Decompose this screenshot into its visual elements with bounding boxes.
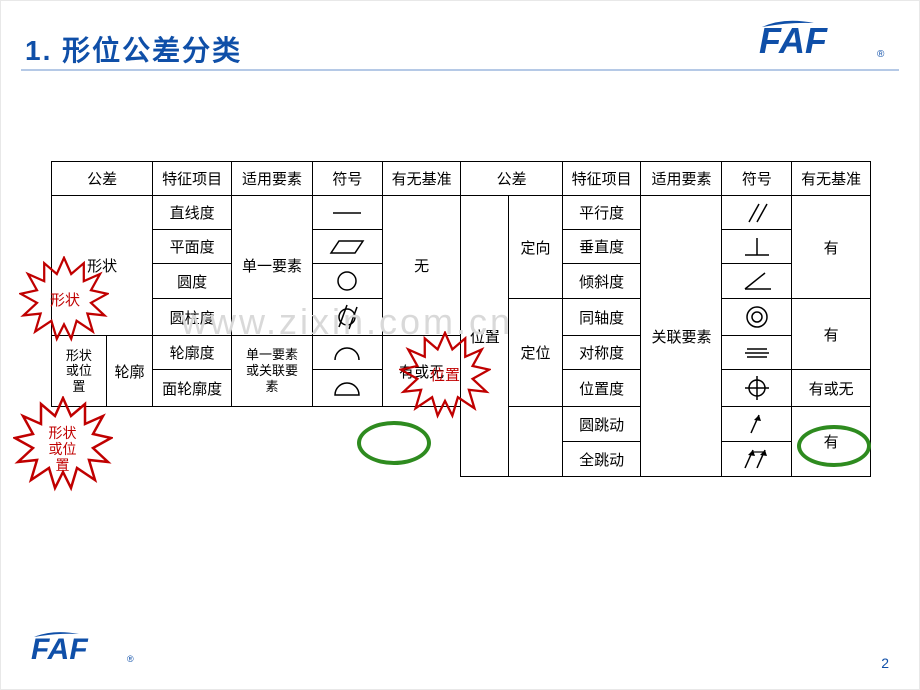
hdr-tolerance-l: 公差 bbox=[52, 162, 153, 196]
cell-datum-with-or-without-r: 有或无 bbox=[792, 370, 871, 407]
cell-symmetry: 对称度 bbox=[562, 336, 641, 370]
sym-roundness bbox=[312, 264, 382, 299]
slide-container: 1. 形位公差分类 FAF ® www.zixin.com.cn 公差 特征项目… bbox=[0, 0, 920, 690]
cell-profile-surface: 面轮廓度 bbox=[153, 370, 232, 407]
cell-datum-yes3: 有 bbox=[792, 407, 871, 477]
burst-shape-text: 形状 bbox=[47, 293, 83, 310]
hdr-symbol-r: 符号 bbox=[722, 162, 792, 196]
cell-position-deg: 位置度 bbox=[562, 370, 641, 407]
sym-circular-runout bbox=[722, 407, 792, 442]
cell-roundness: 圆度 bbox=[153, 264, 232, 299]
cell-location: 定位 bbox=[509, 299, 562, 407]
hdr-datum-r: 有无基准 bbox=[792, 162, 871, 196]
cell-flatness: 平面度 bbox=[153, 230, 232, 264]
hdr-feature-r: 特征项目 bbox=[562, 162, 641, 196]
cell-related-element: 关联要素 bbox=[641, 196, 722, 477]
cell-straightness: 直线度 bbox=[153, 196, 232, 230]
cell-datum-no: 无 bbox=[382, 196, 461, 336]
cell-parallelism: 平行度 bbox=[562, 196, 641, 230]
cell-perpendicularity: 垂直度 bbox=[562, 230, 641, 264]
cell-datum-yes2: 有 bbox=[792, 299, 871, 370]
hdr-feature-l: 特征项目 bbox=[153, 162, 232, 196]
cell-single-element: 单一要素 bbox=[231, 196, 312, 336]
hdr-tolerance-r: 公差 bbox=[461, 162, 562, 196]
row-1: 形状 直线度 单一要素 无 位置 定向 平行度 关联要素 有 bbox=[52, 196, 871, 230]
header-row: 公差 特征项目 适用要素 符号 有无基准 公差 特征项目 适用要素 符号 有无基… bbox=[52, 162, 871, 196]
logo-top: FAF ® bbox=[759, 19, 889, 66]
sym-profile-surface bbox=[312, 370, 382, 407]
sym-total-runout bbox=[722, 442, 792, 477]
sym-angularity bbox=[722, 264, 792, 299]
cell-orientation: 定向 bbox=[509, 196, 562, 299]
sym-symmetry bbox=[722, 336, 792, 370]
cell-single-or-related: 单一要素或关联要素 bbox=[231, 336, 312, 407]
svg-text:®: ® bbox=[127, 654, 134, 664]
sym-perpendicularity bbox=[722, 230, 792, 264]
sym-straightness bbox=[312, 196, 382, 230]
sym-profile-line bbox=[312, 336, 382, 370]
cell-circular-runout: 圆跳动 bbox=[562, 407, 641, 442]
svg-text:FAF: FAF bbox=[759, 20, 828, 61]
page-number: 2 bbox=[881, 655, 889, 671]
cell-angularity: 倾斜度 bbox=[562, 264, 641, 299]
cell-datum-yes1: 有 bbox=[792, 196, 871, 299]
sym-position bbox=[722, 370, 792, 407]
hdr-applicable-l: 适用要素 bbox=[231, 162, 312, 196]
hdr-applicable-r: 适用要素 bbox=[641, 162, 722, 196]
sym-flatness bbox=[312, 230, 382, 264]
logo-bottom: FAF ® bbox=[31, 630, 136, 671]
sym-parallelism bbox=[722, 196, 792, 230]
hdr-symbol-l: 符号 bbox=[312, 162, 382, 196]
sym-cylindricity bbox=[312, 299, 382, 336]
reg-mark: ® bbox=[877, 49, 885, 60]
svg-text:FAF: FAF bbox=[31, 633, 88, 666]
tolerance-table: 公差 特征项目 适用要素 符号 有无基准 公差 特征项目 适用要素 符号 有无基… bbox=[51, 161, 871, 477]
cell-profile: 轮廓 bbox=[106, 336, 152, 407]
burst-position-text: 位置 bbox=[427, 368, 463, 385]
cell-concentricity: 同轴度 bbox=[562, 299, 641, 336]
hdr-datum-l: 有无基准 bbox=[382, 162, 461, 196]
burst-shape-pos-text: 形状或位置 bbox=[35, 425, 90, 473]
cell-cylindricity: 圆柱度 bbox=[153, 299, 232, 336]
cell-total-runout: 全跳动 bbox=[562, 442, 641, 477]
sym-concentricity bbox=[722, 299, 792, 336]
cell-profile-line: 轮廓度 bbox=[153, 336, 232, 370]
slide-title: 1. 形位公差分类 bbox=[25, 29, 242, 69]
title-underline bbox=[21, 69, 899, 71]
